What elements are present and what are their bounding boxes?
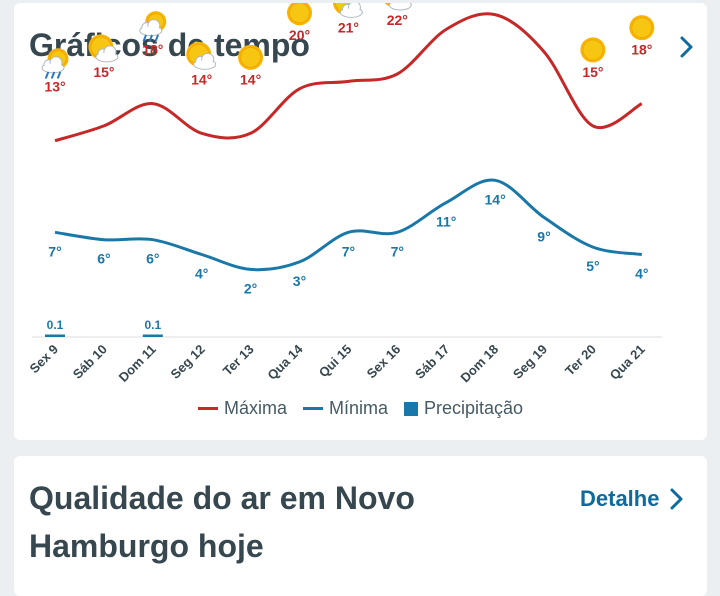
x-tick-label: Sex 16: [364, 342, 404, 382]
min-temperature-line: [54, 178, 643, 272]
sun-icon: [287, 3, 312, 26]
min-temp-label: 11°: [436, 214, 456, 230]
legend-max: Máxima: [197, 398, 287, 419]
legend-max-label: Máxima: [223, 398, 287, 418]
max-temp-label: 21°: [338, 19, 359, 35]
max-temp-label: 25°: [533, 3, 554, 6]
legend-min-swatch: [302, 407, 323, 410]
x-tick-label: Qui 15: [316, 342, 355, 381]
x-tick-label: Qua 21: [607, 342, 648, 383]
min-temp-label: 9°: [537, 228, 550, 244]
air-quality-detail-link[interactable]: Detalhe: [580, 486, 687, 512]
x-tick-label: Sáb 10: [70, 342, 110, 382]
sun-icon: [580, 37, 606, 63]
precip-bar: [142, 334, 163, 337]
max-temp-label: 13°: [44, 79, 65, 95]
x-tick-label: Dom 18: [457, 342, 501, 386]
chevron-right-icon: [670, 488, 683, 510]
legend-precip: Precipitação: [403, 398, 524, 419]
max-temp-label: 15°: [582, 64, 603, 80]
x-tick-label: Seg 19: [510, 342, 550, 382]
rain-sun-icon: [41, 48, 69, 79]
weather-charts-card: Gráficos de tempo 13° 15° 18° 14° 14° 20° 21° 2…: [14, 3, 707, 440]
min-temp-label: 5°: [586, 258, 599, 274]
max-temp-label: 18°: [142, 42, 163, 58]
legend-precip-label: Precipitação: [423, 398, 524, 418]
max-temp-label: 18°: [631, 42, 652, 58]
precip-label: 0.1: [144, 318, 161, 332]
max-temp-label: 20°: [289, 27, 310, 43]
precip-bar: [45, 334, 65, 337]
rain-sun-icon: [139, 11, 167, 42]
air-quality-title: Qualidade do ar em Novo Hamburgo hoje: [29, 480, 415, 564]
min-temp-label: 7°: [48, 243, 61, 259]
min-temp-label: 6°: [146, 251, 159, 267]
legend-min: Mínima: [302, 398, 388, 419]
weather-chart: 13°15°18°14°14°20°21°22°28°30°25°15°18° …: [26, 3, 662, 386]
x-tick-label: Sáb 17: [412, 342, 452, 382]
sun-icon: [629, 15, 655, 41]
chevron-right-icon[interactable]: [674, 35, 698, 59]
x-tick-label: Ter 13: [220, 342, 257, 379]
x-tick-label: Qua 14: [264, 341, 306, 383]
partly-cloudy-icon: [88, 34, 119, 63]
max-temp-label: 22°: [387, 12, 408, 28]
x-tick-label: Seg 12: [168, 342, 208, 382]
x-tick-label: Sex 9: [26, 342, 61, 377]
min-temp-label: 6°: [97, 251, 110, 267]
min-temp-label: 4°: [195, 266, 208, 282]
x-tick-label: Dom 11: [116, 342, 159, 385]
chart-legend: Máxima Mínima Precipitação: [14, 398, 707, 419]
air-quality-card: Qualidade do ar em Novo Hamburgo hoje De…: [14, 456, 707, 596]
precip-label: 0.1: [47, 318, 64, 332]
partly-cloudy-icon: [332, 3, 363, 18]
max-temperature-line: [54, 12, 643, 143]
x-tick-label: Ter 20: [562, 342, 599, 379]
max-temp-label: 14°: [240, 71, 261, 87]
min-temp-label: 3°: [293, 273, 306, 289]
partly-cloudy-icon: [186, 41, 217, 70]
detail-label: Detalhe: [580, 486, 660, 511]
max-temp-label: 15°: [93, 64, 114, 80]
min-temp-label: 7°: [342, 243, 355, 259]
weather-charts-title: Gráficos de tempo: [29, 27, 310, 63]
min-temp-label: 2°: [244, 280, 257, 296]
sun-icon: [238, 44, 264, 70]
legend-max-swatch: [197, 407, 218, 410]
max-temp-label: 14°: [191, 71, 212, 87]
partly-cloudy-icon: [384, 3, 412, 11]
min-temp-label: 4°: [635, 266, 648, 282]
legend-min-label: Mínima: [328, 398, 388, 418]
min-temp-label: 7°: [391, 243, 404, 259]
legend-precip-swatch: [403, 401, 418, 416]
min-temp-label: 14°: [485, 191, 506, 207]
